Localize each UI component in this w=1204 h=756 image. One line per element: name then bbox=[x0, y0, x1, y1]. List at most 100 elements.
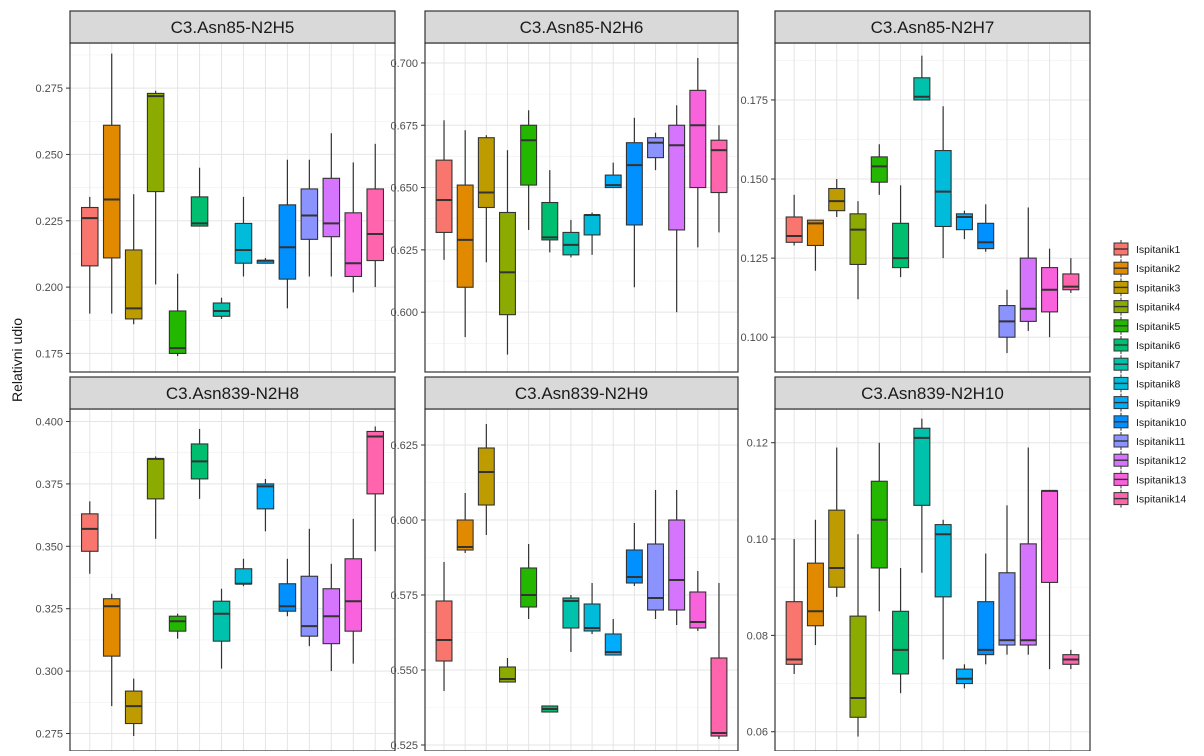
box-body bbox=[300, 188, 319, 240]
box-body bbox=[124, 249, 143, 320]
box-body bbox=[625, 549, 643, 584]
legend-label: Ispitanik14 bbox=[1136, 494, 1186, 506]
box-body bbox=[190, 196, 209, 227]
box-body bbox=[520, 567, 538, 608]
box-body bbox=[668, 519, 686, 611]
box-body bbox=[435, 600, 453, 662]
y-tick-label: 0.650 bbox=[390, 183, 418, 195]
box-body bbox=[828, 509, 846, 588]
facet-panel-3: C3.Asn85-N2H7 0.100 0.125 0.150 0.175 bbox=[740, 10, 1091, 373]
box-ispitanik6 bbox=[541, 705, 559, 713]
panel-background bbox=[775, 409, 1090, 751]
box-ispitanik9 bbox=[256, 257, 275, 264]
box-body bbox=[934, 150, 952, 228]
box-ispitanik1 bbox=[785, 539, 803, 674]
box-body bbox=[234, 222, 253, 264]
box-ispitanik7 bbox=[913, 418, 931, 573]
y-tick-label: 0.375 bbox=[35, 479, 63, 491]
box-body bbox=[168, 615, 187, 632]
y-tick-label: 0.525 bbox=[390, 740, 418, 751]
box-ispitanik14 bbox=[710, 583, 728, 739]
box-body bbox=[785, 216, 803, 243]
box-body bbox=[934, 524, 952, 598]
box-body bbox=[456, 184, 474, 288]
box-body bbox=[913, 77, 931, 101]
box-ispitanik10 bbox=[278, 558, 297, 617]
facet-strip bbox=[424, 376, 739, 410]
box-ispitanik13 bbox=[689, 571, 707, 631]
y-tick-label: 0.300 bbox=[35, 666, 63, 678]
box-ispitanik7 bbox=[212, 297, 231, 319]
box-ispitanik13 bbox=[344, 162, 363, 293]
box-ispitanik8 bbox=[234, 196, 253, 277]
facet-title: C3.Asn85-N2H5 bbox=[171, 18, 295, 37]
box-body bbox=[710, 657, 728, 737]
box-ispitanik13 bbox=[1041, 489, 1059, 670]
y-tick-label: 0.625 bbox=[390, 245, 418, 257]
box-ispitanik6 bbox=[892, 567, 910, 694]
box-ispitanik5 bbox=[520, 544, 538, 619]
box-body bbox=[300, 575, 319, 637]
box-body bbox=[146, 458, 165, 500]
box-body bbox=[366, 430, 385, 495]
legend-label: Ispitanik9 bbox=[1136, 398, 1181, 410]
box-ispitanik14 bbox=[710, 125, 728, 233]
box-ispitanik4 bbox=[498, 150, 516, 355]
box-ispitanik14 bbox=[1062, 258, 1080, 293]
box-ispitanik12 bbox=[668, 105, 686, 313]
box-ispitanik5 bbox=[168, 613, 187, 639]
y-tick-label: 0.700 bbox=[390, 58, 418, 70]
legend-item-ispitanik6: Ispitanik6 bbox=[1113, 336, 1181, 354]
box-body bbox=[234, 568, 253, 585]
box-ispitanik11 bbox=[998, 505, 1016, 655]
box-ispitanik2 bbox=[456, 493, 474, 553]
facet-panel-2: C3.Asn85-N2H6 0.600 0.625 0.650 0.675 0.700 bbox=[390, 10, 739, 373]
box-ispitanik2 bbox=[102, 593, 121, 707]
box-ispitanik3 bbox=[477, 135, 495, 263]
box-body bbox=[710, 139, 728, 194]
facet-title: C3.Asn85-N2H7 bbox=[871, 18, 995, 37]
box-body bbox=[102, 598, 121, 657]
legend-label: Ispitanik2 bbox=[1136, 263, 1181, 275]
box-body bbox=[870, 156, 888, 183]
box-body bbox=[647, 543, 665, 611]
legend-item-ispitanik3: Ispitanik3 bbox=[1113, 278, 1181, 297]
box-body bbox=[892, 222, 910, 269]
facet-title: C3.Asn839-N2H10 bbox=[861, 384, 1004, 403]
box-ispitanik12 bbox=[1019, 207, 1037, 331]
box-body bbox=[322, 177, 341, 238]
facet-panel-6: C3.Asn839-N2H10 0.06 0.08 0.10 0.12 bbox=[747, 376, 1091, 752]
box-body bbox=[870, 480, 888, 569]
box-ispitanik11 bbox=[647, 490, 665, 619]
box-body bbox=[541, 201, 559, 241]
box-body bbox=[583, 214, 601, 236]
panel-background bbox=[425, 43, 738, 372]
box-body bbox=[344, 212, 363, 278]
facet-panel-1: C3.Asn85-N2H5 0.175 0.200 0.225 0.250 0.275 bbox=[35, 10, 396, 373]
box-ispitanik11 bbox=[300, 159, 319, 277]
box-ispitanik10 bbox=[625, 117, 643, 288]
y-tick-label: 0.150 bbox=[740, 174, 768, 186]
box-ispitanik2 bbox=[806, 519, 824, 646]
box-body bbox=[1019, 257, 1037, 322]
box-body bbox=[977, 222, 995, 250]
box-ispitanik9 bbox=[256, 478, 275, 532]
box-ispitanik5 bbox=[870, 144, 888, 195]
box-ispitanik3 bbox=[828, 447, 846, 597]
legend-label: Ispitanik1 bbox=[1136, 244, 1181, 256]
y-tick-label: 0.625 bbox=[390, 440, 418, 452]
box-ispitanik1 bbox=[80, 501, 99, 574]
box-body bbox=[583, 603, 601, 632]
box-ispitanik3 bbox=[828, 179, 846, 217]
box-body bbox=[998, 572, 1016, 646]
legend-item-ispitanik11: Ispitanik11 bbox=[1113, 432, 1186, 450]
box-body bbox=[668, 124, 686, 231]
facet-panel-5: C3.Asn839-N2H9 0.525 0.550 0.575 0.600 0.625 bbox=[390, 376, 739, 752]
facet-title: C3.Asn85-N2H6 bbox=[520, 18, 644, 37]
legend: Ispitanik1 Ispitanik2 Ispitanik3 Ispitanik4… bbox=[1113, 240, 1186, 508]
y-tick-label: 0.675 bbox=[390, 120, 418, 132]
box-ispitanik4 bbox=[849, 534, 867, 737]
box-ispitanik2 bbox=[456, 130, 474, 338]
